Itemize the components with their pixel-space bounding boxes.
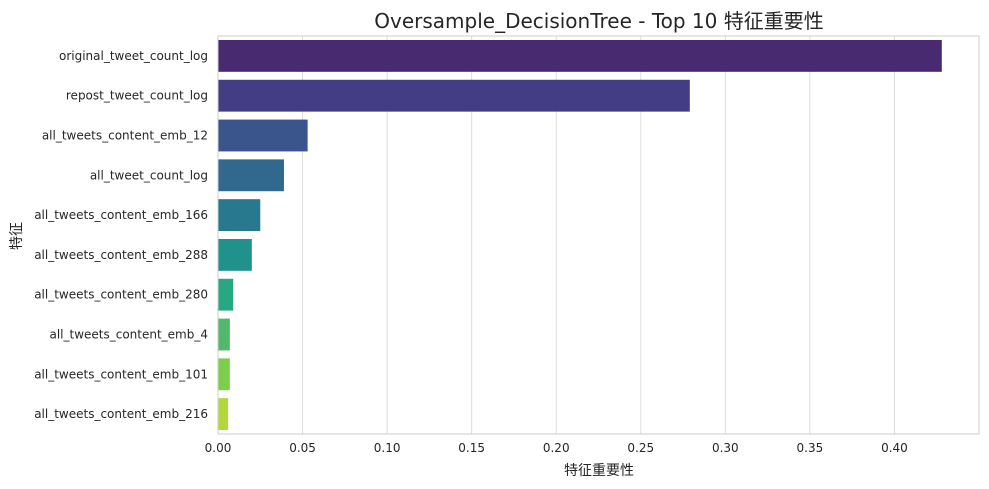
- bar: [218, 318, 230, 351]
- bar: [218, 199, 261, 232]
- x-axis-label: 特征重要性: [564, 463, 634, 479]
- x-tick-label: 0.00: [205, 441, 232, 455]
- plot-frame: [217, 35, 980, 435]
- bar: [218, 398, 229, 431]
- y-tick-labels: original_tweet_count_log repost_tweet_cou…: [34, 49, 208, 421]
- y-tick-label: repost_tweet_count_log: [66, 89, 208, 103]
- x-tick-label: 0.40: [881, 441, 908, 455]
- y-tick-label: all_tweet_count_log: [90, 168, 208, 182]
- x-tick-label: 0.35: [797, 441, 824, 455]
- bar: [218, 39, 942, 72]
- y-tick-label: all_tweets_content_emb_4: [49, 328, 208, 342]
- x-tick-label: 0.05: [289, 441, 316, 455]
- chart-title: Oversample_DecisionTree - Top 10 特征重要性: [374, 9, 823, 33]
- y-tick-label: all_tweets_content_emb_166: [34, 208, 208, 222]
- bar: [218, 159, 284, 192]
- bar: [218, 358, 230, 391]
- x-tick-label: 0.10: [374, 441, 401, 455]
- x-tick-label: 0.20: [543, 441, 570, 455]
- bar: [218, 278, 234, 311]
- bar: [218, 119, 308, 152]
- y-tick-label: all_tweets_content_emb_216: [34, 407, 208, 421]
- bar: [218, 79, 690, 112]
- x-tick-label: 0.15: [458, 441, 485, 455]
- y-axis-label: 特征: [9, 222, 25, 250]
- y-tick-label: all_tweets_content_emb_280: [34, 288, 208, 302]
- x-tick-label: 0.30: [712, 441, 739, 455]
- y-tick-label: all_tweets_content_emb_12: [42, 129, 208, 143]
- y-tick-label: all_tweets_content_emb_101: [34, 367, 208, 381]
- x-tick-labels: 0.00 0.05 0.10 0.15 0.20 0.25 0.30 0.35 0.40: [205, 441, 908, 455]
- y-tick-label: all_tweets_content_emb_288: [34, 248, 208, 262]
- y-tick-label: original_tweet_count_log: [59, 49, 208, 63]
- bars: [218, 39, 942, 431]
- bar: [218, 238, 252, 271]
- x-tick-label: 0.25: [627, 441, 654, 455]
